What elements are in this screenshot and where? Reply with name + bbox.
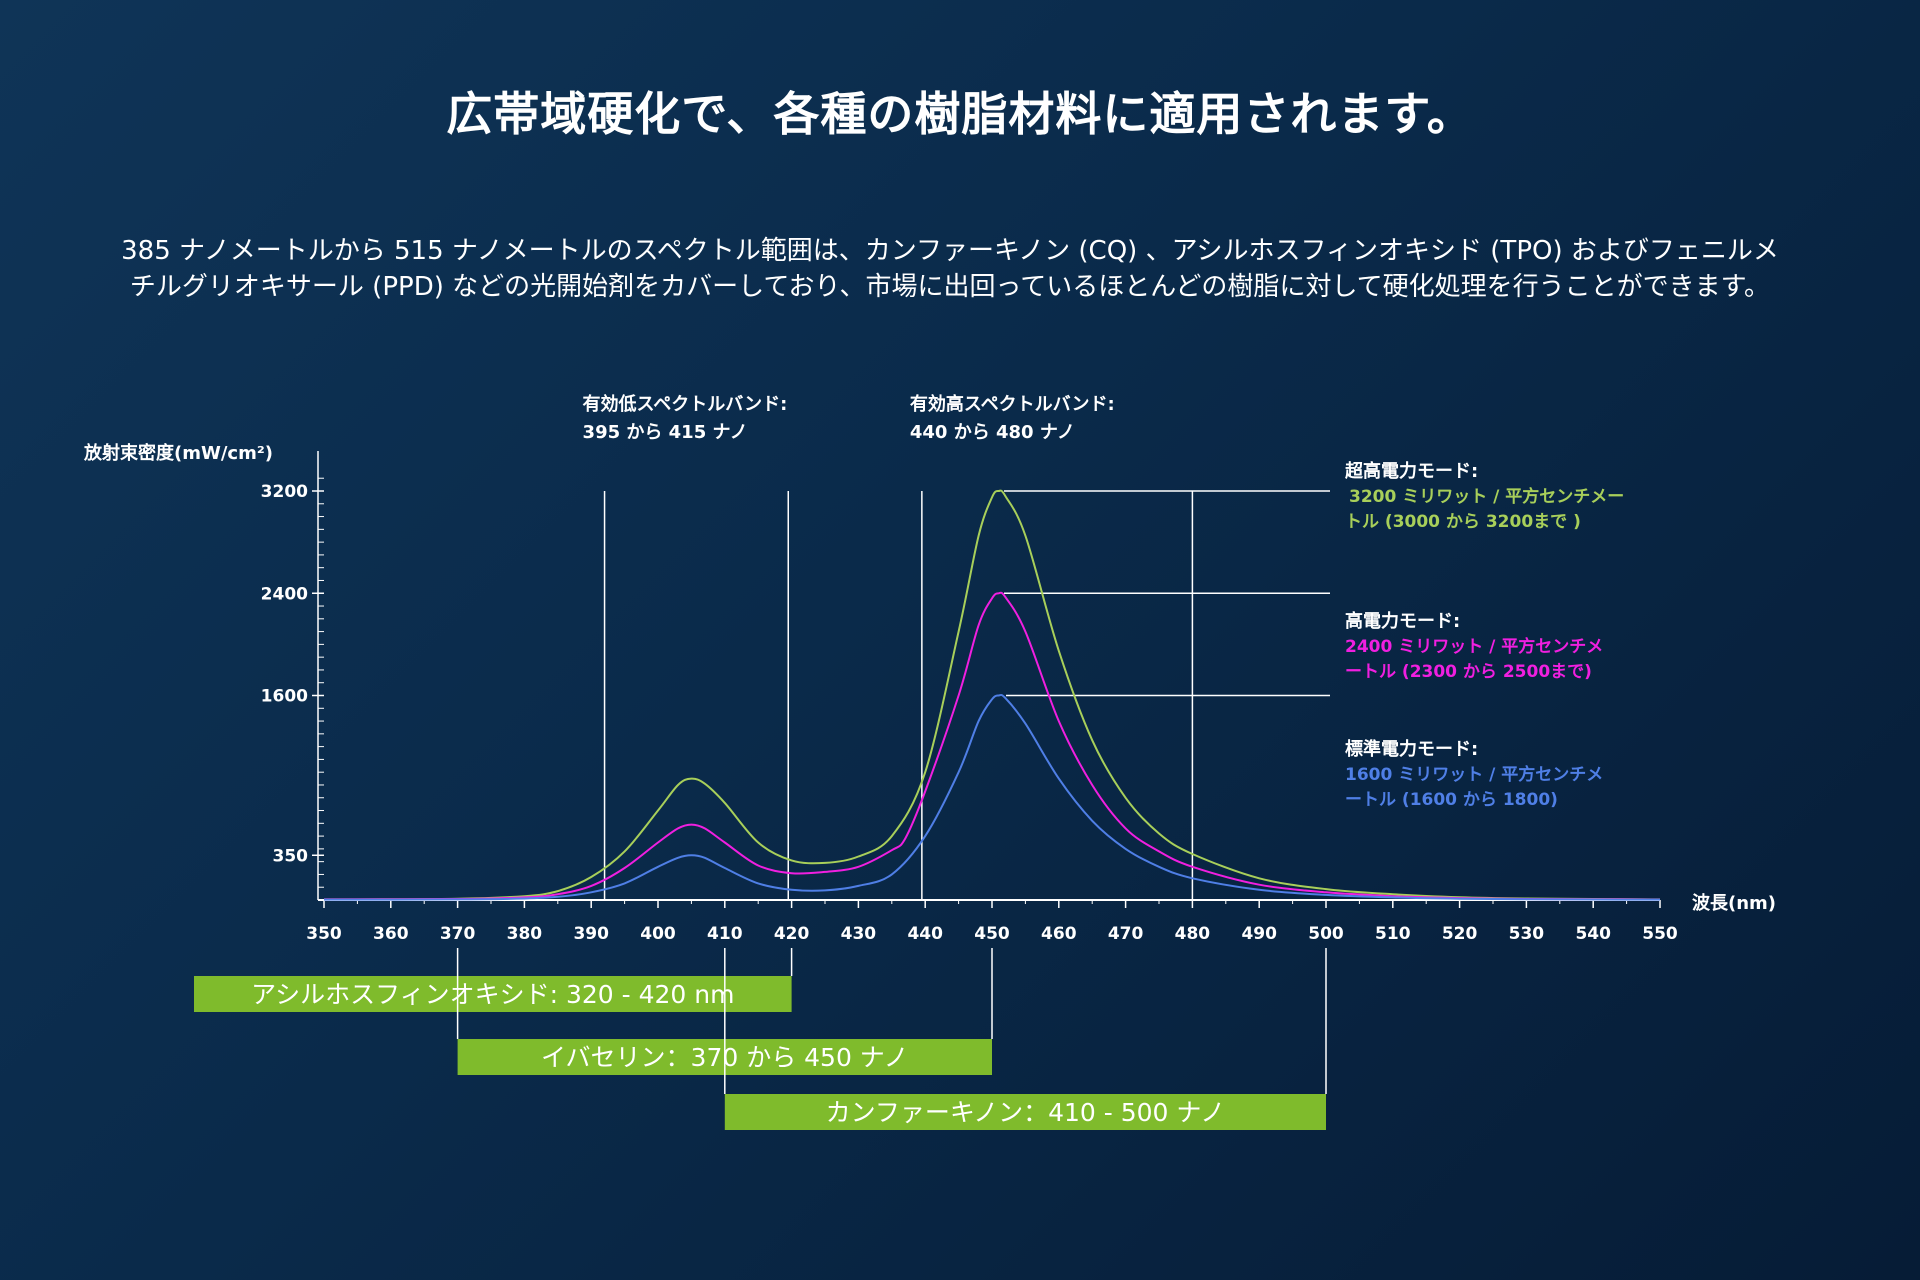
bar-camphorquinone-label: カンファーキノン：410 - 500 ナノ bbox=[826, 1098, 1226, 1127]
x-tick-label: 450 bbox=[974, 924, 1010, 944]
x-tick-label: 520 bbox=[1442, 924, 1478, 944]
x-axis-title: 波長(nm) bbox=[1692, 892, 1776, 914]
x-tick-label: 500 bbox=[1308, 924, 1344, 944]
page-title: 広帯域硬化で、各種の樹脂材料に適用されます。 bbox=[446, 87, 1474, 141]
x-tick-label: 360 bbox=[373, 924, 409, 944]
x-tick-label: 370 bbox=[440, 924, 476, 944]
bar-tpo bbox=[194, 976, 792, 1012]
x-tick-label: 400 bbox=[640, 924, 676, 944]
mode-standard-range: ートル (1600 から 1800) bbox=[1345, 790, 1558, 810]
y-tick-label: 1600 bbox=[261, 687, 308, 707]
y-tick-label: 2400 bbox=[261, 584, 308, 604]
y-axis-title: 放射束密度(mW/cm²) bbox=[83, 442, 273, 464]
x-tick-label: 460 bbox=[1041, 924, 1077, 944]
mode-ultra-high-range: トル (3000 から 3200まで ) bbox=[1345, 512, 1581, 532]
x-tick-label: 540 bbox=[1575, 924, 1611, 944]
chart-axis-layer: 350 1600 2400 3200 放射束密度(mW/cm²) 350 360 370 380… bbox=[83, 442, 1776, 944]
y-tick-label: 3200 bbox=[261, 482, 308, 502]
bar-camphorquinone bbox=[724, 1094, 1326, 1130]
y-tick-label: 350 bbox=[273, 846, 309, 866]
band-annotation-range: 440 から 480 ナノ bbox=[910, 422, 1075, 443]
chart-annotation-layer: 有効低スペクトルバンド: 395 から 415 ナノ 有効高スペクトルバンド: 440… bbox=[583, 393, 1625, 810]
x-tick-label: 390 bbox=[573, 924, 609, 944]
mode-high-range: ートル (2300 から 2500まで) bbox=[1345, 662, 1592, 682]
x-tick-label: 410 bbox=[707, 924, 743, 944]
x-tick-label: 480 bbox=[1175, 924, 1211, 944]
mode-standard-value: 1600 ミリワット / 平方センチメ bbox=[1345, 764, 1603, 785]
x-tick-label: 550 bbox=[1642, 924, 1678, 944]
x-tick-label: 440 bbox=[907, 924, 943, 944]
x-tick-label: 510 bbox=[1375, 924, 1411, 944]
chart-series-layer bbox=[323, 489, 1661, 901]
mode-standard-title: 標準電力モード: bbox=[1345, 738, 1478, 760]
mode-ultra-high-title: 超高電力モード: bbox=[1345, 460, 1478, 482]
series-standard-power-line bbox=[323, 693, 1661, 901]
band-annotation-title: 有効低スペクトルバンド: bbox=[583, 393, 788, 415]
bar-tpo-label: アシルホスフィンオキシド: 320 - 420 nm bbox=[251, 980, 734, 1009]
x-tick-label: 430 bbox=[841, 924, 877, 944]
band-annotation-title: 有効高スペクトルバンド: bbox=[910, 393, 1115, 415]
chart-grid-layer bbox=[603, 490, 1330, 900]
x-tick-label: 530 bbox=[1509, 924, 1545, 944]
mode-high-title: 高電力モード: bbox=[1345, 610, 1460, 632]
x-tick-label: 470 bbox=[1108, 924, 1144, 944]
x-tick-label: 420 bbox=[774, 924, 810, 944]
series-ultra-high-power-line bbox=[323, 489, 1661, 901]
x-tick-label: 350 bbox=[306, 924, 342, 944]
page-description: 385 ナノメートルから 515 ナノメートルのスペクトル範囲は、カンファーキノ… bbox=[121, 236, 1779, 302]
mode-high-value: 2400 ミリワット / 平方センチメ bbox=[1345, 636, 1603, 657]
band-annotation-range: 395 から 415 ナノ bbox=[583, 422, 748, 443]
series-high-power-line bbox=[323, 591, 1661, 901]
x-tick-label: 380 bbox=[507, 924, 543, 944]
mode-ultra-high-value: 3200 ミリワット / 平方センチメー bbox=[1349, 486, 1624, 507]
x-tick-label: 490 bbox=[1241, 924, 1277, 944]
